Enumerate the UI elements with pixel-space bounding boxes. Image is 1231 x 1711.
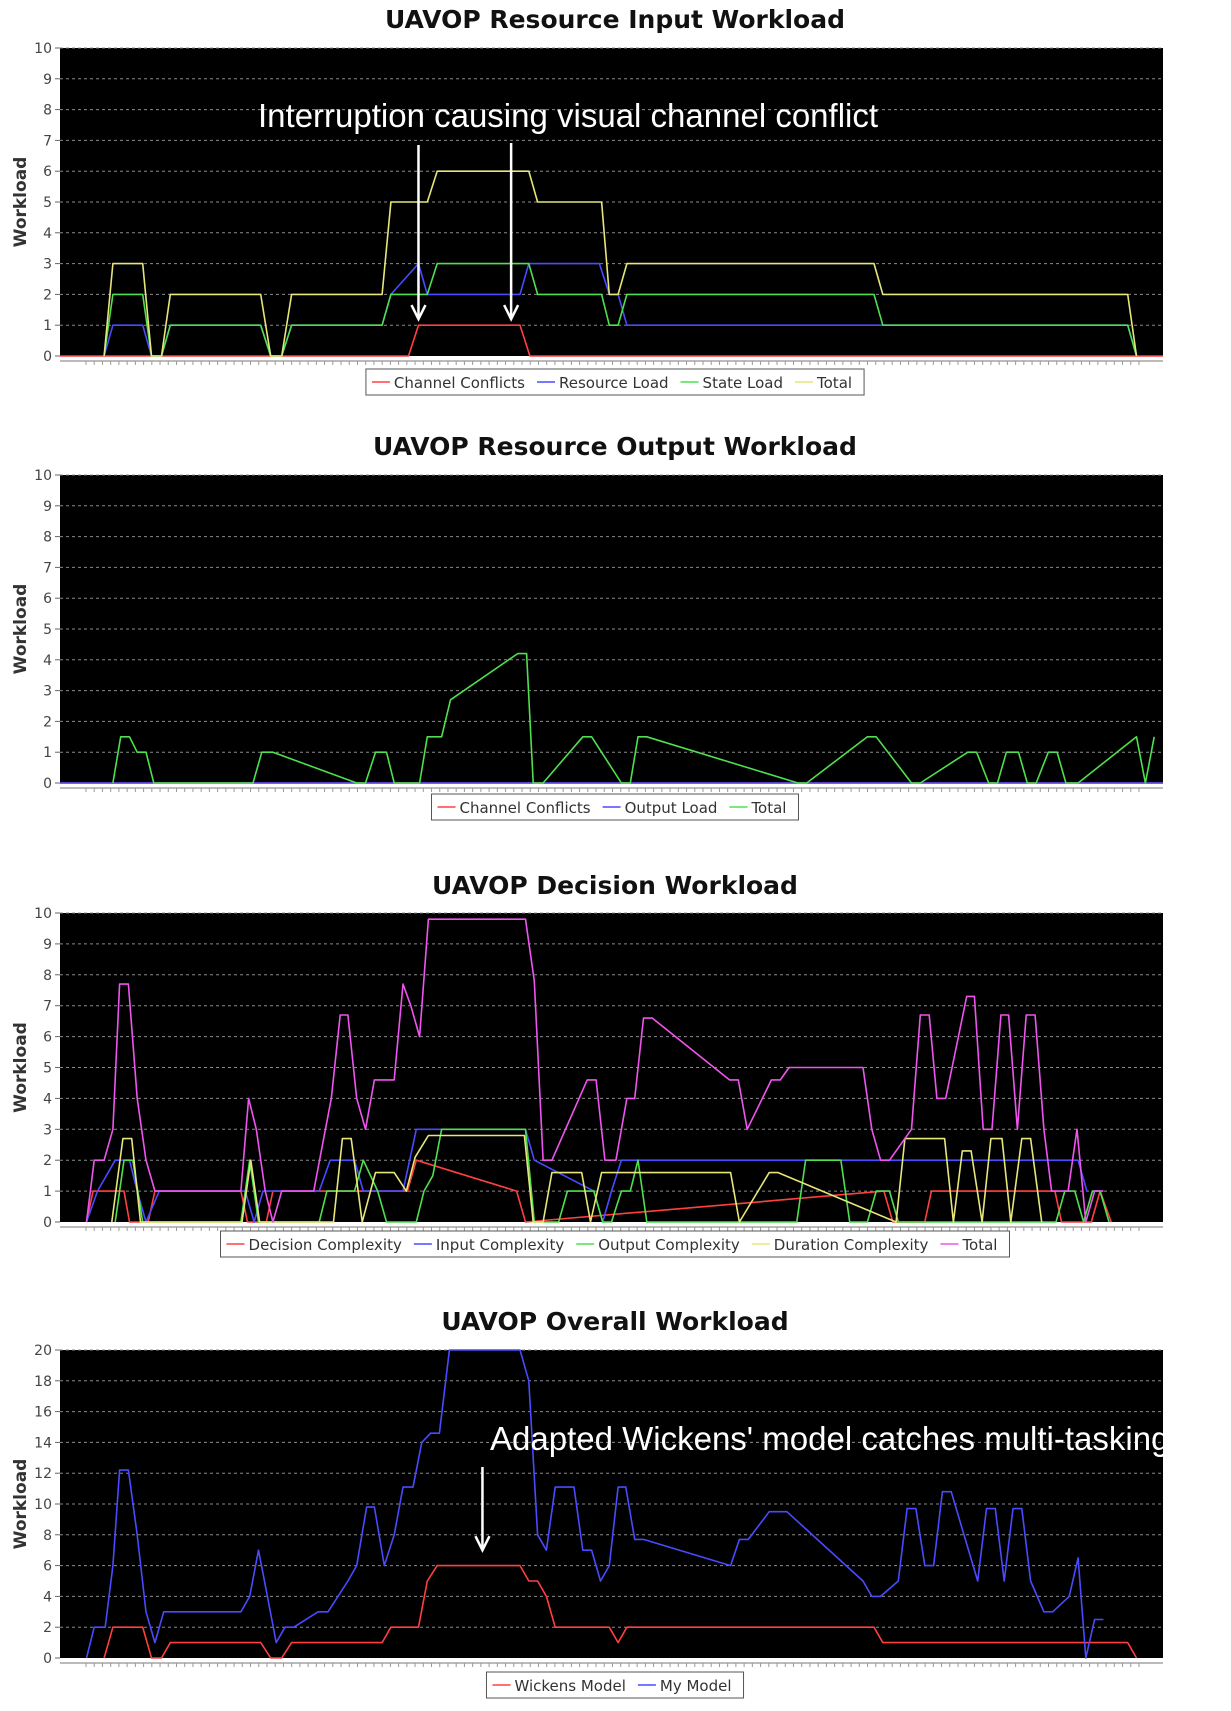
y-tick-label: 6 — [43, 591, 52, 607]
y-tick-label: 2 — [43, 714, 52, 730]
chart-panel-1: UAVOP Resource Input Workload 0 1 2 3 4 5 6 7 8 9 1… — [11, 5, 1163, 396]
y-tick-label: 0 — [43, 1651, 52, 1667]
legend-label-resource-load: Resource Load — [559, 374, 669, 392]
legend: Wickens Model My Model — [485, 1671, 745, 1699]
annotation-text: Interruption causing visual channel conf… — [258, 97, 878, 134]
y-tick-label: 5 — [43, 195, 52, 211]
legend-box — [365, 368, 865, 396]
series-line-my-model — [85, 1349, 1104, 1659]
y-tick-label: 3 — [43, 257, 52, 273]
legend-label-my-model: My Model — [660, 1677, 732, 1695]
y-tick-label: 4 — [43, 1589, 52, 1605]
y-tick-label: 7 — [43, 560, 52, 576]
y-tick-label: 7 — [43, 133, 52, 149]
legend-label-total: Total — [961, 1236, 997, 1254]
y-tick-label: 10 — [34, 468, 52, 484]
y-tick-label: 10 — [34, 906, 52, 922]
y-tick-label: 0 — [43, 1215, 52, 1231]
y-tick-label: 16 — [34, 1405, 52, 1421]
y-tick-label: 0 — [43, 776, 52, 792]
legend: Channel Conflicts Resource Load State Load… — [365, 368, 865, 396]
y-axis-label: Workload — [11, 157, 31, 248]
y-tick-label: 4 — [43, 226, 52, 242]
annotation-arrowhead — [503, 304, 520, 322]
legend-label-output-load: Output Load — [625, 799, 718, 817]
chart-panel-4: UAVOP Overall Workload 0 2 4 6 8 10 12 14 16 18 20 W… — [11, 1307, 1231, 1699]
y-tick-label: 4 — [43, 653, 52, 669]
legend-label-channel-conflicts: Channel Conflicts — [394, 374, 525, 392]
series-line-total — [112, 652, 1155, 784]
y-tick-label: 2 — [43, 1153, 52, 1169]
y-axis-label: Workload — [11, 584, 31, 675]
y-tick-label: 1 — [43, 1184, 52, 1200]
legend-label-total: Total — [816, 374, 852, 392]
y-tick-label: 2 — [43, 1620, 52, 1636]
legend: Decision Complexity Input Complexity Outpu… — [220, 1230, 1010, 1258]
series-line-channel-conflicts — [60, 324, 1163, 357]
y-tick-label: 9 — [43, 937, 52, 953]
y-tick-label: 1 — [43, 745, 52, 761]
y-tick-label: 10 — [34, 41, 52, 57]
y-tick-label: 7 — [43, 999, 52, 1015]
legend-label-duration-complexity: Duration Complexity — [774, 1236, 929, 1254]
legend-label-input-complexity: Input Complexity — [436, 1236, 564, 1254]
y-tick-label: 9 — [43, 499, 52, 515]
chart-title: UAVOP Resource Output Workload — [373, 432, 857, 461]
legend-label-wickens-model: Wickens Model — [514, 1677, 625, 1695]
y-tick-label: 1 — [43, 318, 52, 334]
y-tick-label: 14 — [34, 1435, 52, 1451]
y-tick-label: 5 — [43, 1061, 52, 1077]
chart-title: UAVOP Overall Workload — [441, 1307, 788, 1336]
y-tick-label: 6 — [43, 1559, 52, 1575]
annotation-arrowhead — [474, 1535, 491, 1553]
y-tick-label: 3 — [43, 1122, 52, 1138]
y-tick-label: 0 — [43, 349, 52, 365]
y-axis-label: Workload — [11, 1022, 31, 1113]
chart-title: UAVOP Decision Workload — [432, 871, 798, 900]
y-tick-label: 18 — [34, 1374, 52, 1390]
y-tick-label: 6 — [43, 164, 52, 180]
y-tick-label: 3 — [43, 684, 52, 700]
legend-label-channel-conflicts: Channel Conflicts — [460, 799, 591, 817]
annotation-arrowhead — [410, 304, 427, 322]
legend-label-output-complexity: Output Complexity — [598, 1236, 740, 1254]
legend-label-decision-complexity: Decision Complexity — [249, 1236, 402, 1254]
y-tick-label: 5 — [43, 622, 52, 638]
annotation-text: Adapted Wickens' model catches multi-tas… — [490, 1420, 1231, 1457]
y-tick-label: 2 — [43, 287, 52, 303]
legend-label-state-load: State Load — [703, 374, 783, 392]
series-line-total — [85, 918, 1104, 1223]
y-tick-label: 9 — [43, 72, 52, 88]
y-tick-label: 8 — [43, 1528, 52, 1544]
y-tick-label: 12 — [34, 1466, 52, 1482]
y-tick-label: 4 — [43, 1091, 52, 1107]
y-axis-label: Workload — [11, 1459, 31, 1550]
chart-panel-2: UAVOP Resource Output Workload 0 1 2 3 4 5 6 7 8 9… — [11, 432, 1163, 821]
legend-box — [220, 1230, 1010, 1258]
y-tick-label: 8 — [43, 530, 52, 546]
series-line-duration-complexity — [111, 1134, 1043, 1223]
y-tick-label: 8 — [43, 968, 52, 984]
legend-box — [485, 1671, 745, 1699]
y-tick-label: 8 — [43, 103, 52, 119]
y-tick-label: 20 — [34, 1343, 52, 1359]
y-tick-label: 6 — [43, 1030, 52, 1046]
legend-label-total: Total — [750, 799, 786, 817]
series-line-wickens-model — [103, 1564, 1138, 1659]
legend: Channel Conflicts Output Load Total — [431, 793, 799, 821]
chart-title: UAVOP Resource Input Workload — [385, 5, 845, 34]
chart-panel-3: UAVOP Decision Workload 0 1 2 3 4 5 6 7 8 9 10 Workl… — [11, 871, 1163, 1258]
y-tick-label: 10 — [34, 1497, 52, 1513]
